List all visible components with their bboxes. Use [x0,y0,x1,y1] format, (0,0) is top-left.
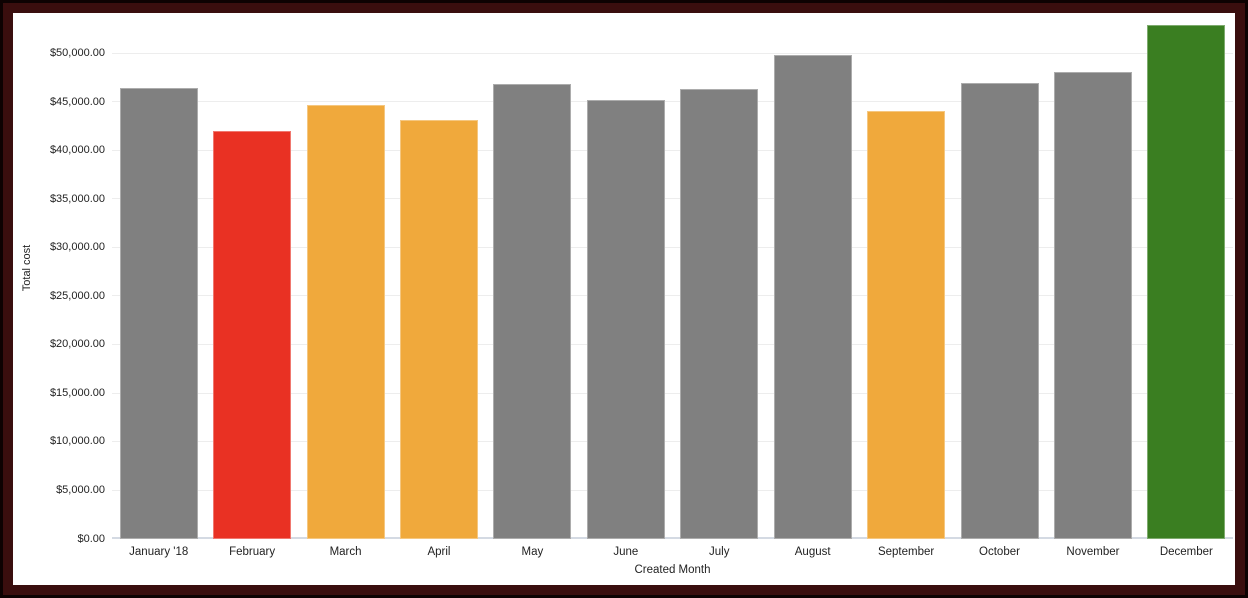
bar-september[interactable] [867,111,946,539]
gridline [112,441,1233,442]
bar-slot-may [486,20,579,539]
y-tick-label: $0.00 [77,532,105,545]
bar-slot-march [299,20,392,539]
bar-october[interactable] [960,83,1039,539]
x-tick-label-december: December [1159,546,1213,558]
y-axis-tick-labels: $0.00 $5,000.00 $10,000.00 $15,000.00 $20,00… [13,20,105,544]
gridline [112,149,1233,151]
gridline [112,489,1233,491]
bar-slot-july [673,20,766,539]
x-tick-label-february: February [229,546,276,558]
y-tick-label: $50,000.00 [49,47,105,60]
bar-series [112,20,1233,539]
plot-area [112,20,1233,539]
chart-canvas: Total cost $0.00 $5,000.00 $10,000.00 $15,0… [13,13,1235,585]
x-tick-label-may: May [521,546,544,558]
y-tick-label: $40,000.00 [49,144,105,157]
y-tick-label: $5,000.00 [56,483,105,496]
gridline [112,101,1233,103]
bar-slot-october [953,20,1046,539]
y-tick-label: $35,000.00 [49,192,105,205]
gridline [112,392,1233,394]
y-tick-label: $30,000.00 [49,241,105,254]
gridline [112,295,1233,297]
bar-slot-august [766,20,859,539]
x-axis-tick-labels: January '18 February March April May June July… [112,546,1233,558]
x-tick-label-october: October [979,546,1020,558]
bar-december[interactable] [1147,24,1226,539]
x-tick-label-january-18: January '18 [129,546,189,558]
x-tick-label-july: July [709,546,730,558]
bar-january-18[interactable] [119,87,198,539]
bar-april[interactable] [399,119,478,539]
gridline [112,198,1233,200]
bar-slot-september [859,20,952,539]
x-axis-baseline [112,537,1233,539]
gridline [112,246,1233,248]
bar-slot-november [1046,20,1139,539]
y-tick-label: $10,000.00 [49,435,105,448]
bar-february[interactable] [213,130,292,539]
x-tick-label-august: August [794,546,831,558]
bar-may[interactable] [493,84,572,539]
x-tick-label-april: April [427,546,451,558]
x-axis-title: Created Month [634,564,711,576]
bar-november[interactable] [1053,72,1132,539]
bar-slot-june [579,20,672,539]
y-tick-label: $15,000.00 [49,386,105,399]
x-tick-label-june: June [613,546,639,558]
bar-slot-december [1140,20,1233,539]
bar-slot-january-18 [112,20,205,539]
bar-slot-february [205,20,298,539]
y-tick-label: $45,000.00 [49,95,105,108]
bar-july[interactable] [680,88,759,539]
bar-slot-april [392,20,485,539]
bar-august[interactable] [773,54,852,539]
bar-march[interactable] [306,105,385,539]
bar-june[interactable] [586,99,665,539]
x-tick-label-march: March [329,546,362,558]
gridline [112,52,1233,54]
gridline [112,343,1233,345]
y-tick-label: $25,000.00 [49,289,105,302]
x-tick-label-september: September [877,546,935,558]
x-tick-label-november: November [1066,546,1120,558]
y-tick-label: $20,000.00 [49,338,105,351]
